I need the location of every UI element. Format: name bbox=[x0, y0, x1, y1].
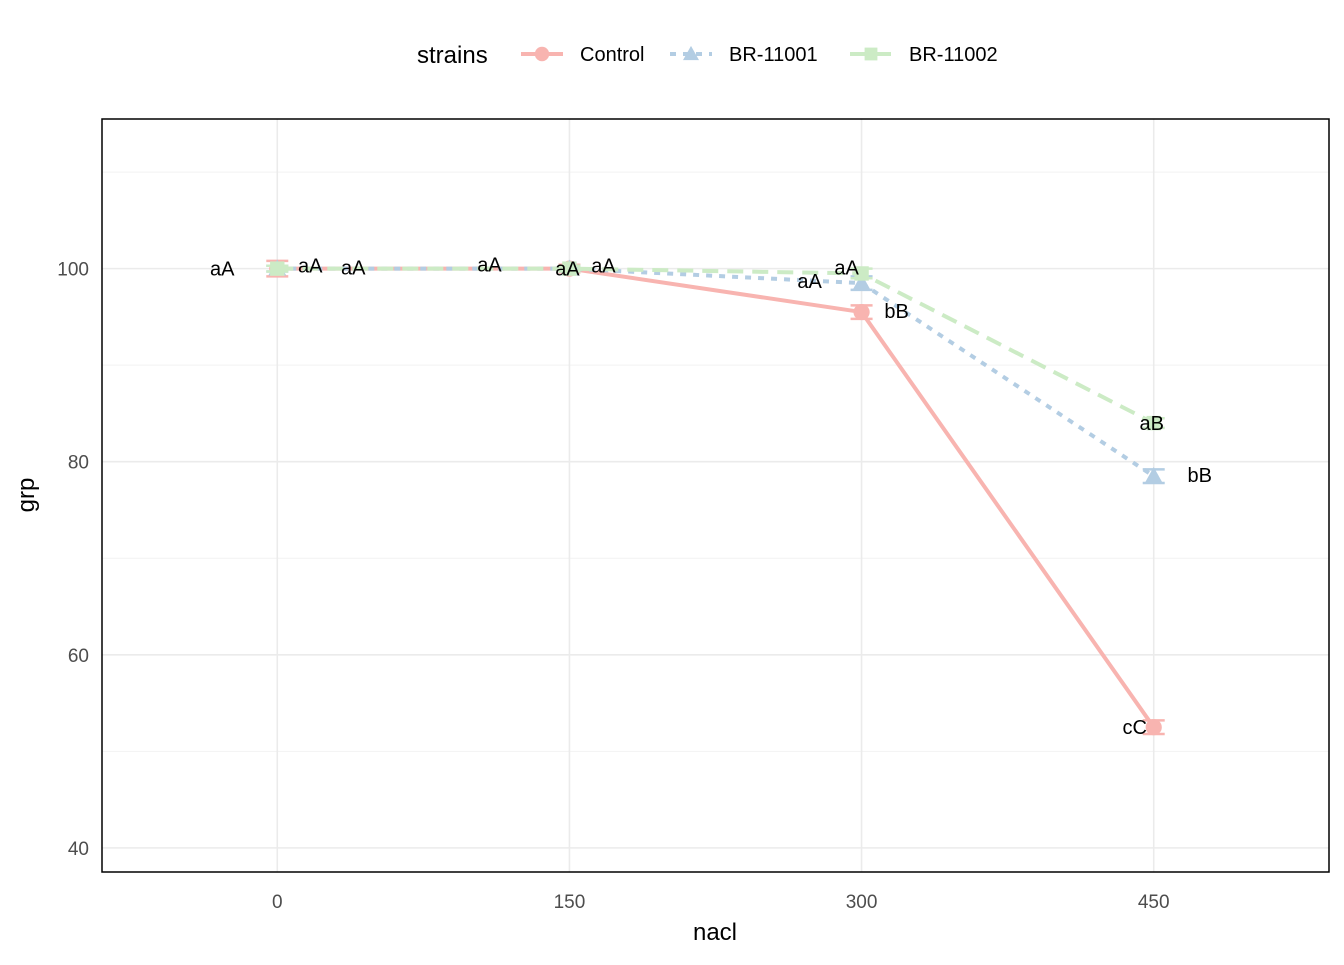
data-point bbox=[1144, 467, 1163, 484]
grid bbox=[102, 119, 1329, 872]
legend: strains Control BR-11001 BR-11002 bbox=[417, 42, 998, 69]
data-label: bB bbox=[1187, 465, 1211, 487]
legend-key-marker bbox=[534, 46, 550, 62]
x-tick-label: 150 bbox=[554, 892, 586, 913]
y-tick-label: 100 bbox=[57, 260, 89, 281]
x-tick-label: 300 bbox=[846, 892, 878, 913]
series-control bbox=[266, 259, 1165, 736]
data-label: aA bbox=[210, 259, 235, 281]
data-label: aA bbox=[341, 258, 366, 280]
data-point bbox=[1146, 415, 1161, 431]
series-br-11001 bbox=[266, 259, 1165, 485]
legend-item-br-11001: BR-11001 bbox=[670, 44, 818, 66]
legend-label: Control bbox=[580, 44, 644, 66]
data-label: aA bbox=[834, 257, 859, 279]
series-line bbox=[277, 266, 1155, 478]
legend-title: strains bbox=[417, 42, 488, 69]
y-tick-label: 80 bbox=[68, 453, 89, 474]
legend-key-marker bbox=[864, 47, 878, 61]
data-label: bB bbox=[884, 301, 908, 323]
data-label: aA bbox=[555, 259, 580, 281]
data-label: aA bbox=[591, 256, 616, 278]
y-axis-title: grp bbox=[13, 478, 40, 513]
data-label: aA bbox=[477, 255, 502, 277]
data-point bbox=[854, 266, 869, 281]
data-point bbox=[853, 303, 870, 321]
data-label: aB bbox=[1139, 413, 1163, 435]
legend-item-control: Control bbox=[521, 44, 644, 66]
data-label: aA bbox=[298, 256, 323, 278]
x-tick-label: 0 bbox=[272, 892, 283, 913]
data-point bbox=[562, 261, 577, 276]
legend-label: BR-11001 bbox=[729, 44, 818, 66]
data-point bbox=[1145, 719, 1162, 736]
axis-ticks: 0 150 300 450 40 60 80 100 bbox=[57, 260, 1169, 913]
data-label: cC bbox=[1122, 717, 1146, 739]
data-point bbox=[852, 273, 871, 291]
series-line bbox=[277, 266, 1155, 425]
panel-border bbox=[101, 118, 1330, 873]
series-line bbox=[277, 266, 1156, 729]
x-tick-label: 450 bbox=[1138, 892, 1170, 913]
y-tick-label: 40 bbox=[68, 839, 89, 860]
legend-item-br-11002: BR-11002 bbox=[850, 44, 998, 66]
legend-key-marker bbox=[683, 45, 699, 61]
legend-label: BR-11002 bbox=[909, 44, 998, 66]
y-tick-label: 60 bbox=[68, 646, 89, 667]
series-layer: aA aA bB cC aA aA aA bB aA aA aA aB bbox=[210, 255, 1212, 740]
data-point bbox=[270, 261, 285, 276]
series-br-11002 bbox=[266, 261, 1165, 431]
data-label: aA bbox=[797, 271, 822, 293]
x-axis-title: nacl bbox=[693, 919, 737, 946]
